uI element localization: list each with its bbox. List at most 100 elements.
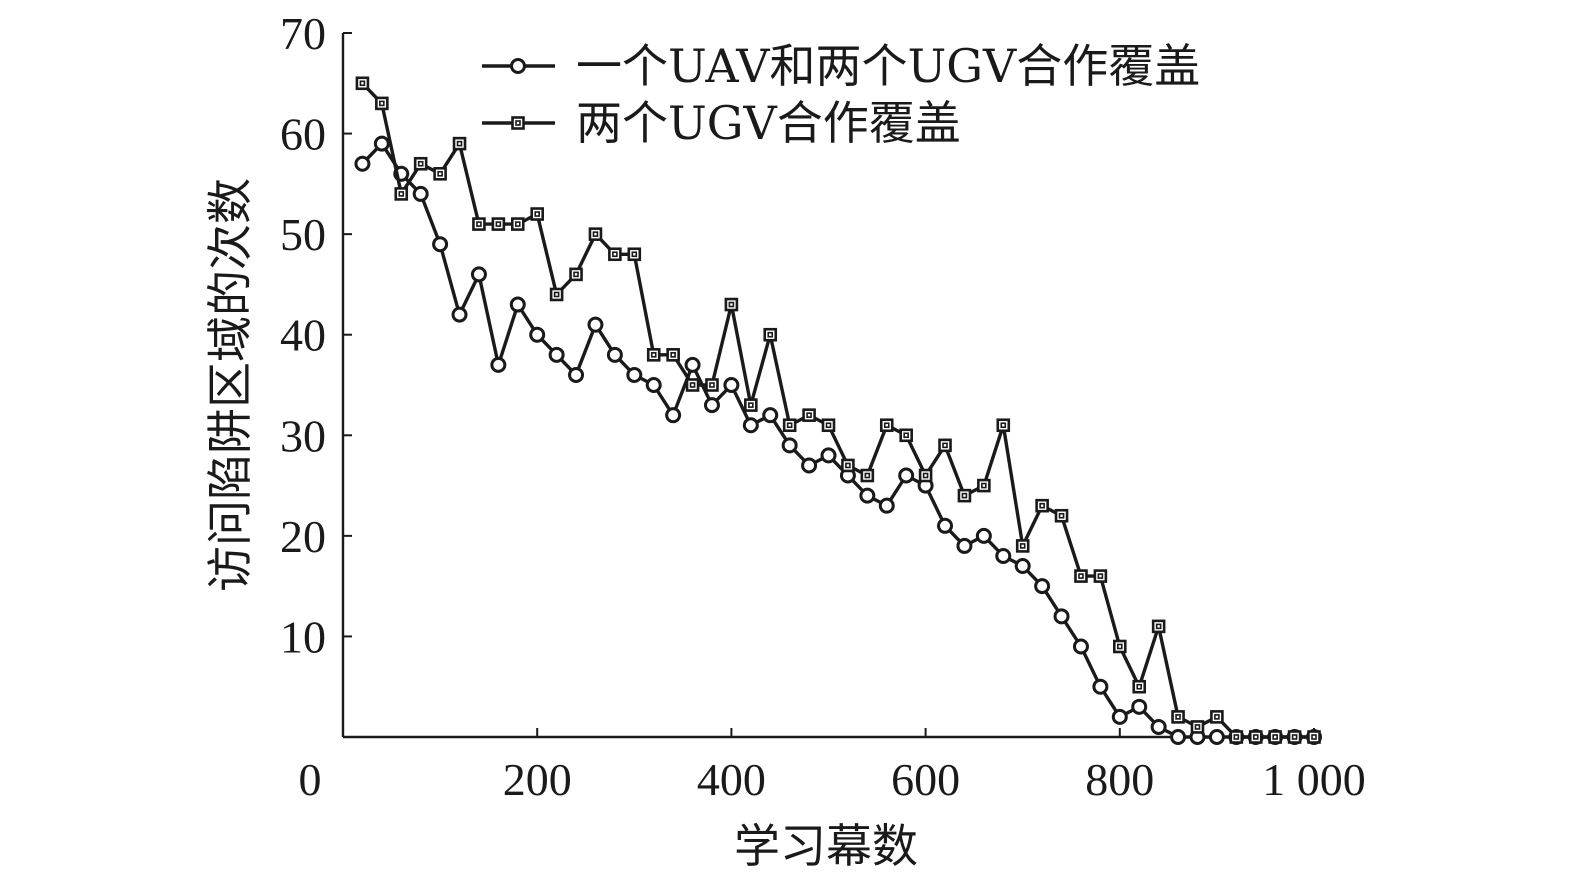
data-point-square <box>860 468 875 483</box>
data-point-circle <box>781 437 798 454</box>
data-point-circle <box>1150 718 1167 735</box>
data-point-circle <box>606 346 623 363</box>
y-ticks: 10 20 30 40 50 60 70 <box>280 8 352 662</box>
axes <box>341 33 1314 739</box>
data-point-square-inner <box>1155 623 1162 630</box>
data-point-square <box>627 247 642 262</box>
data-point-square <box>1210 710 1224 724</box>
data-point-square <box>1171 710 1185 724</box>
data-point-square <box>802 408 816 422</box>
data-point-square-inner <box>1233 734 1240 740</box>
data-point-circle <box>1014 558 1031 575</box>
data-point-square <box>763 327 778 342</box>
data-point-square <box>996 418 1011 433</box>
x-tick-label: 1 000 <box>1262 754 1366 805</box>
data-point-square <box>1190 720 1205 734</box>
data-point-square <box>1074 569 1088 583</box>
data-point-square-inner <box>748 402 754 408</box>
data-point-square <box>821 418 836 433</box>
data-point-square-inner <box>612 251 618 258</box>
data-point-square-inner <box>922 472 929 479</box>
data-point-square <box>744 398 758 412</box>
data-point-square <box>569 267 583 282</box>
data-point-square <box>724 297 739 312</box>
data-point-square-inner <box>728 301 735 308</box>
data-point-square-inner <box>476 221 482 227</box>
data-point-square <box>666 348 680 362</box>
legend-item-uav-ugv: 一个UAV和两个UGV合作覆盖 <box>482 39 1200 93</box>
data-point-square-inner <box>864 472 871 479</box>
data-point-circle <box>451 306 468 323</box>
data-point-square-inner <box>942 442 948 449</box>
data-point-square-inner <box>495 221 502 227</box>
data-point-circle <box>548 346 565 363</box>
data-point-circle <box>354 155 371 172</box>
data-point-square-inner <box>1136 683 1143 690</box>
data-point-circle <box>1208 729 1225 745</box>
data-point-circle <box>587 316 604 333</box>
data-point-square-inner <box>1311 734 1317 740</box>
data-point-square-inner <box>514 221 521 227</box>
data-point-square-inner <box>553 291 560 298</box>
data-point-circle <box>801 457 818 474</box>
data-point-square <box>1287 730 1302 744</box>
data-point-circle <box>820 447 837 464</box>
data-point-square <box>452 136 467 151</box>
data-point-square <box>685 378 700 392</box>
data-point-square-inner <box>883 422 890 429</box>
y-tick-label: 60 <box>280 109 326 160</box>
data-point-square-inner <box>1252 734 1259 740</box>
data-point-square <box>608 247 622 262</box>
data-point-circle <box>665 407 682 424</box>
data-point-circle <box>1072 638 1089 655</box>
series-line-square <box>361 82 1314 739</box>
y-axis-label: 访问陷阱区域的次数 <box>203 178 257 592</box>
data-point-square <box>1248 730 1263 744</box>
data-point-square-inner <box>650 352 657 358</box>
data-point-square <box>394 187 409 201</box>
data-point-circle <box>626 366 643 383</box>
legend-label-uav-ugv: 一个UAV和两个UGV合作覆盖 <box>576 39 1200 93</box>
data-point-square-inner <box>359 80 366 87</box>
data-point-square-inner <box>903 432 909 439</box>
data-point-square <box>879 418 894 433</box>
data-point-circle <box>1034 578 1051 595</box>
legend-item-ugv: 两个UGV合作覆盖 <box>482 96 961 150</box>
data-point-square-inner <box>709 382 715 388</box>
data-point-square <box>1054 508 1069 523</box>
data-point-square <box>977 478 991 493</box>
data-point-square <box>472 217 486 231</box>
y-tick-label: 10 <box>280 611 326 662</box>
data-point-square-inner <box>1000 422 1007 429</box>
data-point-square-inner <box>398 191 405 197</box>
data-point-circle <box>742 417 759 434</box>
legend-square-marker-inner-icon <box>515 120 521 126</box>
data-point-circle <box>937 517 954 534</box>
data-point-circle <box>859 487 876 504</box>
data-point-circle <box>956 537 973 554</box>
data-point-circle <box>703 397 720 414</box>
data-point-square-inner <box>437 171 443 177</box>
data-point-square <box>355 76 370 91</box>
series-square-markers <box>355 76 1321 744</box>
data-point-square-inner <box>417 160 424 167</box>
data-point-square <box>1035 498 1049 513</box>
data-point-square-inner <box>534 211 541 217</box>
data-point-square-inner <box>961 492 968 499</box>
legend-label-ugv: 两个UGV合作覆盖 <box>576 96 961 150</box>
series-circle-markers <box>354 135 1322 745</box>
y-tick-label: 50 <box>280 209 326 260</box>
data-point-square <box>705 378 719 392</box>
data-point-square-inner <box>1078 573 1084 579</box>
data-point-square <box>646 348 661 362</box>
data-point-square <box>491 217 506 231</box>
y-tick-label: 70 <box>280 8 326 59</box>
data-point-circle <box>723 377 740 393</box>
data-point-circle <box>684 356 701 373</box>
x-tick-label: 600 <box>891 754 960 805</box>
data-point-square <box>549 287 564 302</box>
data-point-square-inner <box>845 462 851 469</box>
data-point-circle <box>373 135 390 152</box>
legend-square-marker-icon <box>511 116 525 130</box>
series-line-circle <box>361 141 1314 739</box>
